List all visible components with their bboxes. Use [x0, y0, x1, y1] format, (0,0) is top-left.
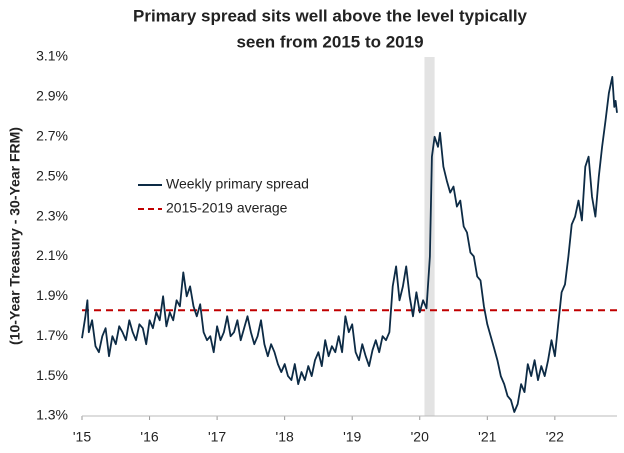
- y-tick-label: 1.7%: [36, 327, 68, 343]
- x-tick-label: '21: [478, 429, 496, 445]
- legend-label: Weekly primary spread: [166, 176, 309, 192]
- legend-label: 2015-2019 average: [166, 200, 288, 216]
- x-tick-label: '20: [411, 429, 429, 445]
- chart-title: Primary spread sits well above the level…: [133, 6, 528, 25]
- y-tick-label: 2.1%: [36, 247, 68, 263]
- x-tick-label: '15: [73, 429, 91, 445]
- x-tick-label: '19: [343, 429, 361, 445]
- y-tick-label: 2.5%: [36, 167, 68, 183]
- y-tick-label: 2.3%: [36, 207, 68, 223]
- chart-title: seen from 2015 to 2019: [236, 32, 423, 51]
- data-line: [81, 76, 618, 413]
- y-tick-label: 2.9%: [36, 88, 68, 104]
- x-tick-label: '18: [276, 429, 294, 445]
- y-axis-label: (10-Year Treasury - 30-Year FRM): [7, 127, 23, 345]
- y-tick-label: 1.5%: [36, 367, 68, 383]
- y-tick-label: 2.7%: [36, 127, 68, 143]
- x-tick-label: '22: [546, 429, 564, 445]
- x-tick-label: '16: [140, 429, 158, 445]
- y-tick-label: 1.9%: [36, 287, 68, 303]
- y-tick-label: 1.3%: [36, 407, 68, 423]
- x-tick-label: '17: [208, 429, 226, 445]
- y-tick-label: 3.1%: [36, 48, 68, 64]
